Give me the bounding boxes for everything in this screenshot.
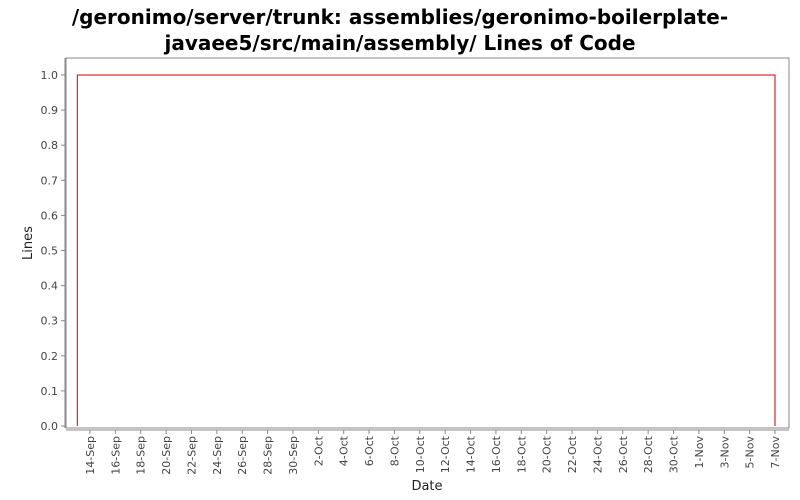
x-tick-label: 20-Sep <box>160 436 173 475</box>
y-tick-label: 0.3 <box>41 315 59 328</box>
x-tick-label: 1-Nov <box>693 436 706 469</box>
x-tick-label: 26-Oct <box>617 435 630 473</box>
x-tick-label: 20-Oct <box>541 435 554 473</box>
x-tick-label: 18-Sep <box>135 436 148 475</box>
y-tick-label: 0.6 <box>41 209 59 222</box>
x-tick-label: 26-Sep <box>236 436 249 475</box>
y-tick-label: 0.1 <box>41 385 59 398</box>
x-tick-label: 16-Oct <box>490 435 503 473</box>
y-tick-label: 0.8 <box>41 139 59 152</box>
x-tick-label: 28-Sep <box>262 436 275 475</box>
x-tick-label: 10-Oct <box>414 435 427 473</box>
x-tick-label: 5-Nov <box>744 436 757 469</box>
series-line <box>76 74 776 426</box>
y-axis-label: Lines <box>21 226 36 260</box>
y-tick-label: 0.0 <box>41 420 59 433</box>
x-axis-label: Date <box>411 479 442 494</box>
x-tick-label: 22-Oct <box>566 435 579 473</box>
x-tick-label: 28-Oct <box>642 435 655 473</box>
chart-title-line-2: javaee5/src/main/assembly/ Lines of Code <box>164 31 636 55</box>
y-axis: 0.0 0.1 0.2 0.3 0.4 0.5 0.6 0.7 0.8 0.9 1.0 <box>41 58 66 433</box>
y-tick-label: 0.7 <box>41 174 59 187</box>
series-layer <box>76 74 776 426</box>
x-tick-label: 24-Sep <box>211 436 224 475</box>
x-tick-label: 4-Oct <box>338 435 351 466</box>
x-tick-label: 22-Sep <box>185 436 198 475</box>
x-tick-label: 24-Oct <box>591 435 604 473</box>
x-tick-label: 14-Sep <box>84 436 97 475</box>
x-tick-label: 2-Oct <box>312 435 325 466</box>
chart-title-line-1: /geronimo/server/trunk: assemblies/geron… <box>71 5 729 29</box>
x-tick-label: 12-Oct <box>439 435 452 473</box>
x-tick-label: 30-Oct <box>668 435 681 473</box>
y-tick-label: 0.9 <box>41 104 59 117</box>
y-tick-label: 0.4 <box>41 280 59 293</box>
x-tick-label: 18-Oct <box>515 435 528 473</box>
plot-border <box>65 57 790 429</box>
y-tick-label: 0.5 <box>41 245 59 258</box>
x-tick-label: 3-Nov <box>718 436 731 469</box>
x-tick-label: 30-Sep <box>287 436 300 475</box>
y-tick-label: 1.0 <box>41 69 59 82</box>
x-tick-label: 8-Oct <box>388 435 401 466</box>
x-tick-label: 16-Sep <box>109 436 122 475</box>
x-axis: 14-Sep 16-Sep 18-Sep 20-Sep 22-Sep 24-Sep 26-S… <box>66 429 789 475</box>
x-tick-label: 7-Nov <box>769 436 782 469</box>
x-tick-label: 6-Oct <box>363 435 376 466</box>
x-tick-label: 14-Oct <box>465 435 478 473</box>
chart-title: /geronimo/server/trunk: assemblies/geron… <box>0 4 800 56</box>
y-tick-label: 0.2 <box>41 350 59 363</box>
plot-area <box>65 57 790 429</box>
